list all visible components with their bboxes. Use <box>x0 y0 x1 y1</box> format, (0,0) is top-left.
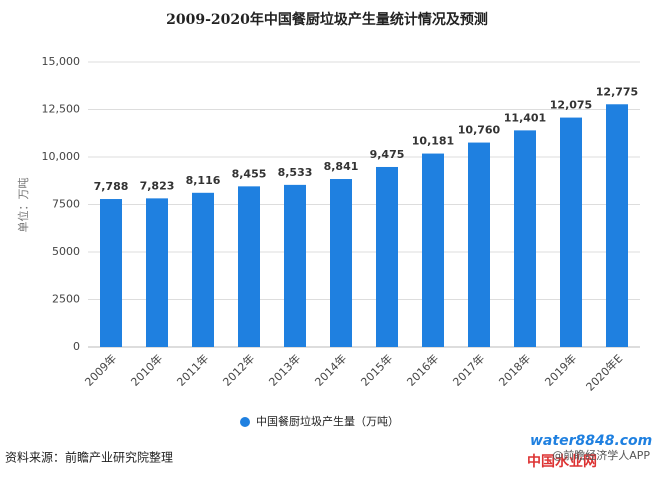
bar <box>100 199 122 347</box>
value-label: 11,401 <box>504 111 546 124</box>
y-tick-label: 15,000 <box>42 55 81 68</box>
bar <box>560 117 582 347</box>
bar <box>376 166 398 347</box>
value-label: 8,455 <box>232 167 267 180</box>
y-tick-label: 7500 <box>52 198 80 211</box>
bar <box>514 130 536 347</box>
legend-label: 中国餐厨垃圾产生量（万吨） <box>256 414 399 428</box>
credit: @前瞻经济学人APP <box>552 448 650 462</box>
value-label: 8,533 <box>278 166 313 179</box>
bar <box>330 179 352 347</box>
bar <box>238 186 260 347</box>
value-label: 8,841 <box>324 160 359 173</box>
value-label: 10,181 <box>412 135 454 148</box>
chart-title: 2009-2020年中国餐厨垃圾产生量统计情况及预测 <box>166 11 488 28</box>
bar <box>146 198 168 347</box>
value-label: 12,075 <box>550 99 592 112</box>
value-label: 9,475 <box>370 148 405 161</box>
y-tick-label: 0 <box>73 340 80 353</box>
value-label: 10,760 <box>458 124 501 137</box>
value-label: 8,116 <box>186 174 221 187</box>
watermark: water8848.com <box>530 433 652 449</box>
value-label: 7,788 <box>94 180 129 193</box>
y-tick-label: 5000 <box>52 245 80 258</box>
y-tick-label: 10,000 <box>42 150 81 163</box>
value-label: 7,823 <box>140 179 175 192</box>
bar <box>192 192 214 347</box>
y-axis-label: 单位：万吨 <box>16 178 30 233</box>
bar <box>422 153 444 347</box>
value-label: 12,775 <box>596 85 638 98</box>
watermark-sub: 中国水业网 <box>527 453 597 470</box>
source: 资料来源：前瞻产业研究院整理 <box>5 450 173 465</box>
legend-marker <box>240 417 250 427</box>
bar <box>284 184 306 347</box>
bar <box>468 142 490 347</box>
bar <box>606 104 628 348</box>
y-tick-label: 2500 <box>52 293 80 306</box>
y-tick-label: 12,500 <box>42 103 81 116</box>
